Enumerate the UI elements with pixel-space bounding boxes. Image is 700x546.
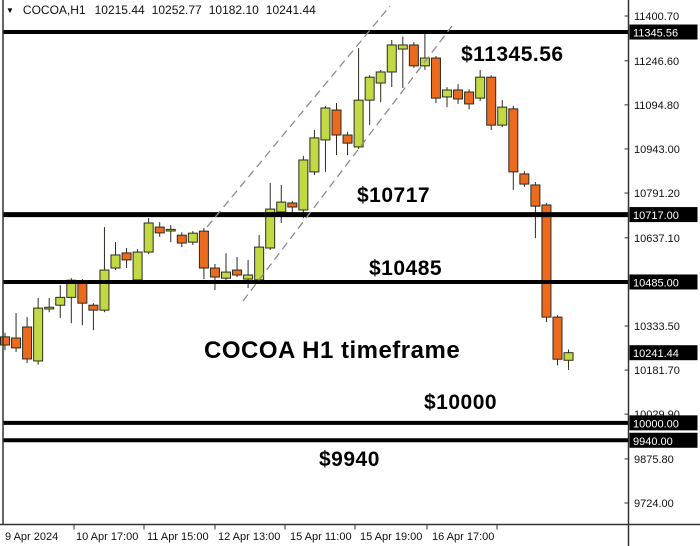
bull-candle-body xyxy=(497,106,508,126)
bull-candle-body xyxy=(187,232,198,243)
price-tick-label: 10791.20 xyxy=(634,188,680,200)
trend-line xyxy=(206,5,391,228)
bull-candle-body xyxy=(353,99,364,148)
bull-candle-body xyxy=(33,307,44,362)
bull-candle-body xyxy=(397,44,408,50)
bear-candle-body xyxy=(408,44,419,67)
quote-open: 10215.44 xyxy=(94,3,145,17)
bull-candle-body xyxy=(265,208,276,249)
quote-close: 10241.44 xyxy=(265,3,316,17)
bull-candle-body xyxy=(276,201,287,213)
bull-candle-body xyxy=(298,159,309,211)
price-badge xyxy=(629,274,698,290)
bear-candle-body xyxy=(176,234,187,244)
price-badge-label: 10717.00 xyxy=(633,210,679,222)
trend-channel xyxy=(206,5,453,302)
price-tick-label: 9724.00 xyxy=(634,498,674,510)
price-badge xyxy=(629,345,698,361)
bull-candle-body xyxy=(55,296,66,306)
price-badge xyxy=(629,207,698,223)
bull-candle-body xyxy=(99,269,110,311)
price-badge xyxy=(629,24,698,40)
time-tick-label: 12 Apr 13:00 xyxy=(218,531,280,543)
price-badge xyxy=(629,432,698,448)
bear-candle-body xyxy=(464,91,475,105)
bull-candle-body xyxy=(386,44,397,73)
bear-candle-body xyxy=(519,173,530,185)
price-tick-label: 10333.50 xyxy=(634,321,680,333)
price-badge-label: 10000.00 xyxy=(633,418,679,430)
price-badge-label: 10241.44 xyxy=(633,348,679,360)
price-tick-label: 10637.10 xyxy=(634,233,680,245)
price-badge xyxy=(629,415,698,431)
price-tick-label: 11094.80 xyxy=(634,100,679,112)
price-tick-label: 9875.80 xyxy=(634,454,674,466)
bear-candle-body xyxy=(121,252,132,261)
bull-candle-body xyxy=(309,137,320,173)
time-tick-label: 9 Apr 2024 xyxy=(5,531,58,543)
time-tick-label: 15 Apr 19:00 xyxy=(360,531,422,543)
bear-candle-body xyxy=(541,204,552,318)
time-tick-label: 15 Apr 11:00 xyxy=(290,531,352,543)
quote-low: 10182.10 xyxy=(208,3,259,17)
time-tick-label: 10 Apr 17:00 xyxy=(76,531,138,543)
price-badge-label: 9940.00 xyxy=(633,436,673,448)
bear-candle-body xyxy=(331,109,342,136)
bear-candle-body xyxy=(552,316,563,360)
bear-candle-body xyxy=(0,336,10,346)
bear-candle-body xyxy=(11,337,22,349)
bear-candle-body xyxy=(232,269,243,276)
bear-candle-body xyxy=(198,230,209,269)
symbol-dropdown-icon[interactable]: ▼ xyxy=(6,5,14,15)
bull-candle-body xyxy=(563,352,574,361)
time-tick-label: 16 Apr 17:00 xyxy=(432,531,494,543)
bull-candle-body xyxy=(132,251,143,281)
bull-candle-body xyxy=(442,89,452,98)
bull-candle-body xyxy=(320,107,331,141)
bull-candle-body xyxy=(165,228,176,232)
price-tick-label: 11400.70 xyxy=(634,11,679,23)
bull-candle-body xyxy=(143,222,154,253)
bear-candle-body xyxy=(154,226,165,234)
price-tick-label: 10943.00 xyxy=(634,144,680,156)
bull-candle-body xyxy=(375,71,386,84)
bear-candle-body xyxy=(22,326,33,360)
trend-line xyxy=(242,25,453,302)
bear-candle-body xyxy=(88,304,99,311)
bear-candle-body xyxy=(508,108,519,173)
price-badge-label: 11345.56 xyxy=(633,28,678,40)
level-lines xyxy=(3,30,628,443)
time-axis[interactable]: 9 Apr 2024 10 Apr 17:00 11 Apr 15:00 12 Apr… xyxy=(5,525,498,543)
bull-candle-body xyxy=(475,76,486,99)
price-axis[interactable]: 11400.70 11246.60 11094.80 10943.00 10791.20… xyxy=(624,11,698,510)
bear-candle-body xyxy=(530,184,541,207)
bear-candle-body xyxy=(209,267,220,278)
quote-high: 10252.77 xyxy=(151,3,202,17)
bear-candle-body xyxy=(77,281,88,304)
bull-candle-body xyxy=(110,254,121,269)
candles xyxy=(0,33,574,370)
bear-candle-body xyxy=(486,76,497,126)
price-badge-label: 10485.00 xyxy=(633,277,679,289)
bear-candle-body xyxy=(287,202,298,208)
price-tick-label: 11246.60 xyxy=(634,56,679,68)
bull-candle-body xyxy=(364,76,375,101)
bull-candle-body xyxy=(221,271,231,279)
bull-candle-body xyxy=(44,306,55,310)
bear-candle-body xyxy=(453,89,464,100)
symbol-label: COCOA,H1 xyxy=(22,3,86,17)
time-tick-label: 11 Apr 15:00 xyxy=(147,531,209,543)
bull-candle-body xyxy=(243,274,254,280)
bear-candle-body xyxy=(430,57,441,99)
quote-header: ▼ COCOA,H1 10215.44 10252.77 10182.10 10… xyxy=(6,3,316,17)
bear-candle-body xyxy=(342,134,353,144)
price-tick-label: 10181.70 xyxy=(634,365,680,377)
